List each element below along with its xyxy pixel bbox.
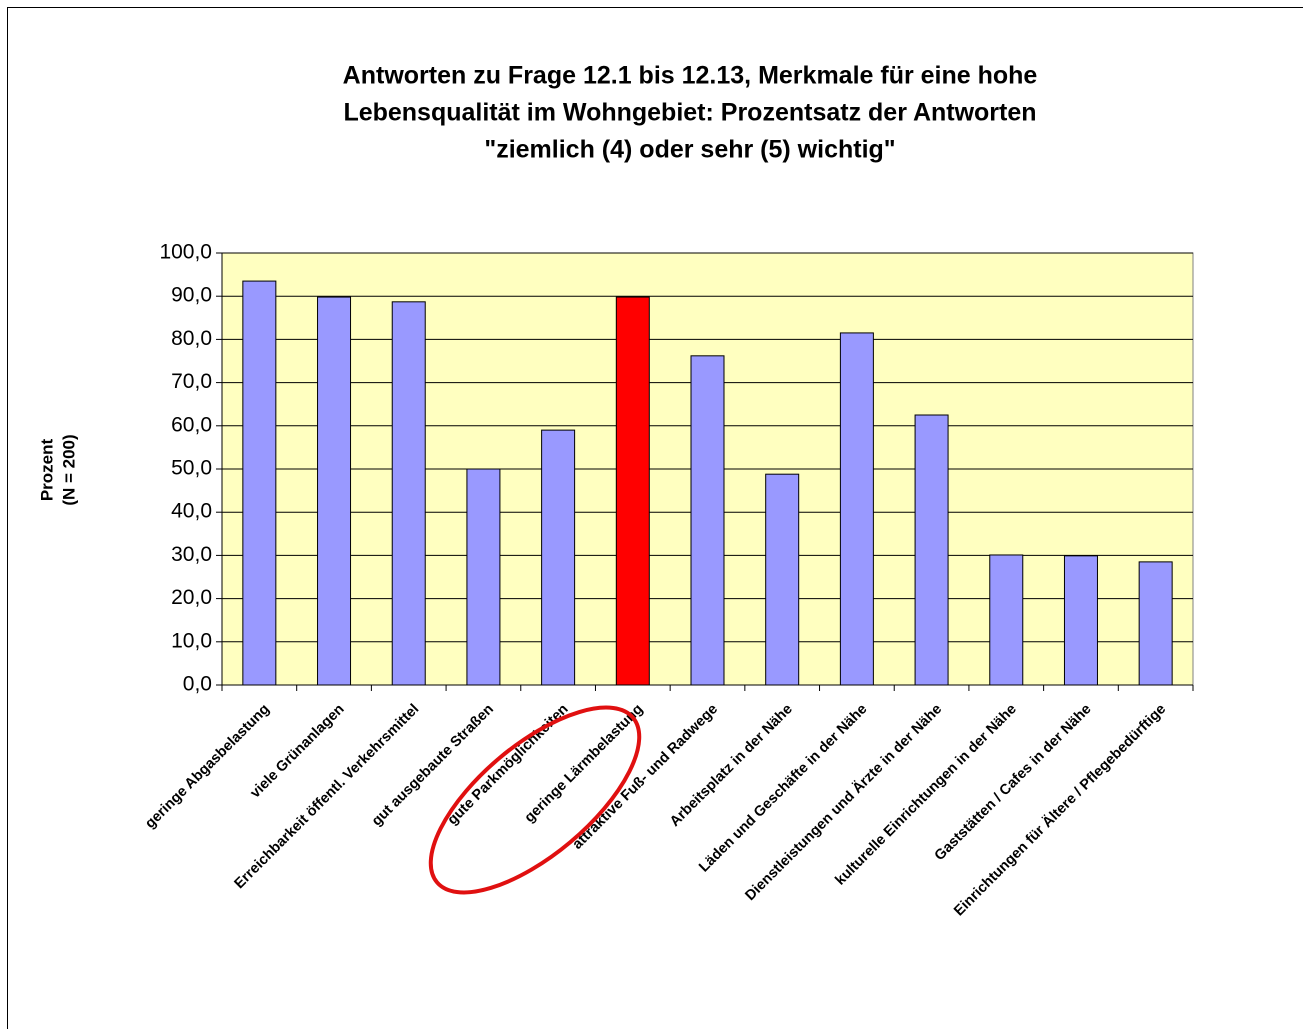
y-tick-label: 40,0 [171,500,212,523]
chart-title: "ziemlich (4) oder sehr (5) wichtig" [484,136,895,164]
y-axis-label: (N = 200) [59,434,78,505]
x-tick-label: gute Parkmöglichkeiten [445,701,572,828]
bar [317,296,352,686]
bar [1138,561,1173,686]
chart-title: Antworten zu Frage 12.1 bis 12.13, Merkm… [343,62,1038,90]
y-tick-label: 70,0 [171,370,212,393]
x-tick-label: Arbeitsplatz in der Nähe [667,701,796,830]
bar [1063,555,1098,686]
bar [242,280,277,686]
y-tick-label: 60,0 [171,413,212,436]
y-tick-label: 80,0 [171,327,212,350]
y-tick-label: 50,0 [171,457,212,480]
y-tick-label: 10,0 [171,629,212,652]
y-axis-label: Prozent [37,438,56,501]
bar [765,473,800,686]
y-tick-label: 100,0 [159,241,212,264]
x-tick-label: Läden und Geschäfte in der Nähe [696,701,870,875]
chart-border [7,7,1303,1029]
bar [690,355,725,686]
x-tick-label: Gaststätten / Cafes in der Nähe [932,701,1095,864]
bar [391,301,426,686]
x-tick-label: attraktive Fuß- und Radwege [570,701,721,852]
x-tick-label: geringe Abgasbelastung [142,701,273,832]
bar [989,554,1024,686]
bar [839,332,874,686]
bar [615,296,650,686]
y-tick-label: 0,0 [183,673,212,696]
bar [466,468,501,686]
y-tick-label: 20,0 [171,586,212,609]
highlight-ellipse [428,705,642,895]
y-tick-label: 90,0 [171,284,212,307]
bar [541,429,576,686]
y-tick-label: 30,0 [171,543,212,566]
x-tick-label: gut ausgebaute Straßen [369,701,497,829]
bar [914,414,949,686]
chart-title: Lebensqualität im Wohngebiet: Prozentsat… [343,99,1036,127]
